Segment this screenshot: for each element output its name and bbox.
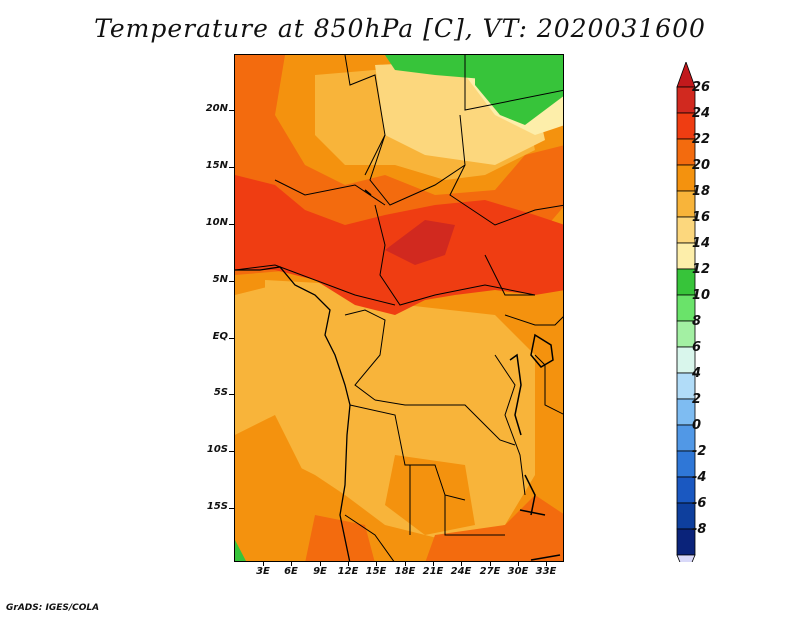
lon-tick [518,562,519,566]
lon-label: 33E [535,566,557,577]
colorbar-label: 4 [692,366,702,381]
lat-label: 10S [206,444,228,455]
lon-label: 27E [479,566,501,577]
colorbar-label: -6 [692,496,707,511]
coastline [235,266,351,561]
lon-label: 21E [422,566,444,577]
colorbar-label: 22 [692,132,711,147]
colorbar-label: 8 [692,314,702,329]
lat-label: 5S [213,387,228,398]
lat-label: 5N [212,274,228,285]
lat-label: EQ [212,331,228,342]
colorbar-label: 0 [692,418,702,433]
colorbar-label: 14 [692,236,711,251]
colorbar-label: -4 [692,470,707,485]
lat-label: 10N [205,217,228,228]
lon-label: 6E [284,566,298,577]
country-borders [235,55,563,561]
temperature-map [234,54,564,562]
lat-tick [229,451,234,452]
lat-tick [229,281,234,282]
band-12-14-n [385,55,495,80]
lat-tick [229,167,234,168]
band-20-22-southcentral [385,455,475,535]
lon-tick [291,562,292,566]
lat-tick [229,338,234,339]
lat-label: 20N [205,103,228,114]
lon-label: 30E [507,566,529,577]
lon-tick [263,562,264,566]
temperature-field [235,55,563,561]
lon-tick [546,562,547,566]
lon-tick [461,562,462,566]
colorbar-label: 2 [692,392,702,407]
lon-label: 24E [450,566,472,577]
lon-label: 9E [313,566,327,577]
colorbar [676,62,696,562]
lon-tick [348,562,349,566]
colorbar-bottom-arrow [676,554,696,562]
lon-tick [433,562,434,566]
colorbar-label: 6 [692,340,702,355]
credit-text: GrADS: IGES/COLA [6,603,100,613]
lat-tick [229,394,234,395]
lon-tick [376,562,377,566]
colorbar-label: 10 [692,288,711,303]
colorbar-label: 12 [692,262,711,277]
lon-label: 12E [337,566,359,577]
lat-label: 15N [205,160,228,171]
colorbar-label: 24 [692,106,711,121]
band-18-20-central [265,280,535,540]
colorbar-label: 18 [692,184,711,199]
lat-label: 15S [206,501,228,512]
lon-label: 18E [394,566,416,577]
colorbar-label: 16 [692,210,711,225]
lon-tick [490,562,491,566]
map-title: Temperature at 850hPa [C], VT: 202003160… [94,14,706,43]
band-26-core [385,220,455,265]
colorbar-label: 26 [692,80,711,95]
colorbar-label: -8 [692,522,707,537]
lat-tick [229,508,234,509]
band-12-14-ne [475,55,563,125]
lon-label: 3E [256,566,270,577]
lakes [364,189,561,561]
lat-tick [229,110,234,111]
lon-label: 15E [365,566,387,577]
colorbar-label: 20 [692,158,711,173]
band-18-20-west [235,285,295,435]
lon-tick [405,562,406,566]
band-22-24-south-a [305,515,375,561]
lon-tick [320,562,321,566]
lat-tick [229,224,234,225]
colorbar-label: -2 [692,444,707,459]
